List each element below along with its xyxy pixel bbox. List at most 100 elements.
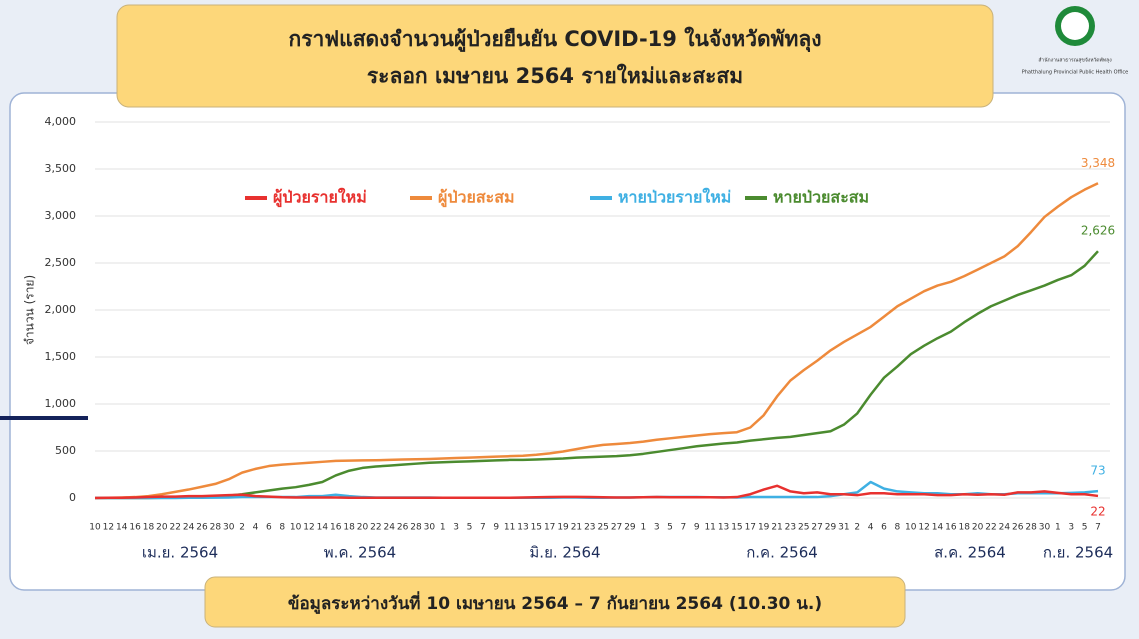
x-tick-label: 3 [654, 523, 660, 533]
x-tick-label: 25 [597, 523, 608, 533]
x-tick-label: 1 [1055, 523, 1061, 533]
x-tick-label: 13 [517, 523, 528, 533]
value-label: 3,348 [1081, 156, 1115, 170]
x-tick-label: 7 [480, 523, 486, 533]
y-tick-label: 3,000 [45, 209, 77, 222]
x-tick-label: 27 [811, 523, 822, 533]
x-tick-label: 18 [143, 523, 155, 533]
x-tick-label: 29 [825, 523, 837, 533]
y-axis-label: จำนวน (ราย) [23, 275, 37, 345]
month-label: ก.ค. 2564 [746, 544, 818, 562]
x-tick-label: 5 [667, 523, 673, 533]
series-line [94, 484, 1099, 500]
x-tick-label: 5 [467, 523, 473, 533]
x-tick-label: 28 [1025, 523, 1037, 533]
month-label: เม.ย. 2564 [142, 544, 218, 562]
x-tick-label: 9 [694, 523, 700, 533]
x-tick-label: 18 [343, 523, 355, 533]
x-tick-label: 30 [1039, 523, 1051, 533]
value-label: 2,626 [1081, 224, 1115, 238]
x-tick-label: 17 [745, 523, 756, 533]
x-tick-label: 10 [290, 523, 302, 533]
x-tick-label: 11 [504, 523, 515, 533]
subtitle: ระลอก เมษายน 2564 รายใหม่และสะสม [367, 63, 743, 88]
x-tick-label: 10 [89, 523, 101, 533]
x-tick-label: 30 [424, 523, 436, 533]
x-tick-label: 22 [985, 523, 996, 533]
x-tick-label: 6 [266, 523, 272, 533]
x-tick-label: 26 [196, 523, 208, 533]
x-tick-label: 20 [156, 523, 168, 533]
x-tick-label: 5 [1082, 523, 1088, 533]
logo-inner [1061, 12, 1089, 40]
x-tick-label: 27 [611, 523, 622, 533]
legend-label: ผู้ป่วยรายใหม่ [273, 188, 367, 209]
y-tick-label: 1,500 [45, 350, 77, 363]
y-tick-label: 1,000 [45, 397, 77, 410]
x-tick-label: 28 [210, 523, 222, 533]
x-tick-label: 29 [624, 523, 636, 533]
x-tick-label: 16 [330, 523, 342, 533]
x-tick-label: 4 [253, 523, 259, 533]
month-label: ก.ย. 2564 [1043, 544, 1113, 562]
x-tick-label: 26 [397, 523, 409, 533]
x-tick-label: 19 [758, 523, 770, 533]
x-tick-label: 14 [116, 523, 128, 533]
x-tick-label: 28 [410, 523, 422, 533]
x-tick-label: 4 [868, 523, 874, 533]
x-tick-label: 16 [129, 523, 141, 533]
x-tick-label: 21 [571, 523, 582, 533]
x-tick-label: 7 [1095, 523, 1101, 533]
x-tick-label: 24 [999, 523, 1011, 533]
title-box [116, 4, 994, 108]
panel [9, 92, 1126, 591]
month-label: พ.ค. 2564 [324, 544, 396, 562]
x-tick-label: 30 [223, 523, 235, 533]
y-tick-label: 2,000 [45, 303, 77, 316]
x-tick-label: 16 [945, 523, 957, 533]
month-label: มิ.ย. 2564 [529, 544, 600, 562]
footer-box [204, 576, 906, 628]
x-tick-label: 19 [557, 523, 569, 533]
footer-note: ข้อมูลระหว่างวันที่ 10 เมษายน 2564 – 7 ก… [288, 591, 822, 615]
y-tick-label: 2,500 [45, 256, 77, 269]
y-tick-label: 0 [69, 491, 76, 504]
title: กราฟแสดงจำนวนผู้ป่วยยืนยัน COVID-19 ในจั… [289, 26, 822, 53]
x-tick-label: 6 [881, 523, 887, 533]
series-line [94, 182, 1099, 500]
legend-label: หายป่วยรายใหม่ [618, 188, 731, 207]
x-tick-label: 9 [493, 523, 499, 533]
x-tick-label: 24 [383, 523, 395, 533]
x-tick-label: 8 [279, 523, 285, 533]
month-label: ส.ค. 2564 [934, 544, 1006, 562]
x-tick-label: 1 [440, 523, 446, 533]
x-tick-label: 22 [370, 523, 381, 533]
x-tick-label: 20 [972, 523, 984, 533]
x-tick-label: 14 [932, 523, 944, 533]
x-tick-label: 21 [771, 523, 782, 533]
y-tick-label: 4,000 [45, 115, 77, 128]
x-tick-label: 15 [731, 523, 742, 533]
x-tick-label: 1 [640, 523, 646, 533]
value-label: 22 [1090, 504, 1105, 518]
x-tick-label: 25 [798, 523, 809, 533]
x-tick-label: 24 [183, 523, 195, 533]
x-tick-label: 20 [357, 523, 369, 533]
x-tick-label: 14 [317, 523, 329, 533]
series-line [95, 250, 1099, 500]
x-tick-label: 11 [704, 523, 715, 533]
x-tick-label: 7 [681, 523, 687, 533]
x-tick-label: 12 [303, 523, 314, 533]
org-th: สำนักงานสาธารณสุขจังหวัดพัทลุง [1038, 58, 1112, 64]
x-tick-label: 13 [718, 523, 729, 533]
x-tick-label: 23 [785, 523, 796, 533]
x-tick-label: 10 [905, 523, 917, 533]
x-tick-label: 3 [1068, 523, 1074, 533]
x-tick-label: 2 [854, 523, 860, 533]
x-tick-label: 31 [838, 523, 849, 533]
x-tick-label: 18 [959, 523, 971, 533]
x-tick-label: 2 [239, 523, 245, 533]
legend-label: หายป่วยสะสม [773, 188, 869, 207]
